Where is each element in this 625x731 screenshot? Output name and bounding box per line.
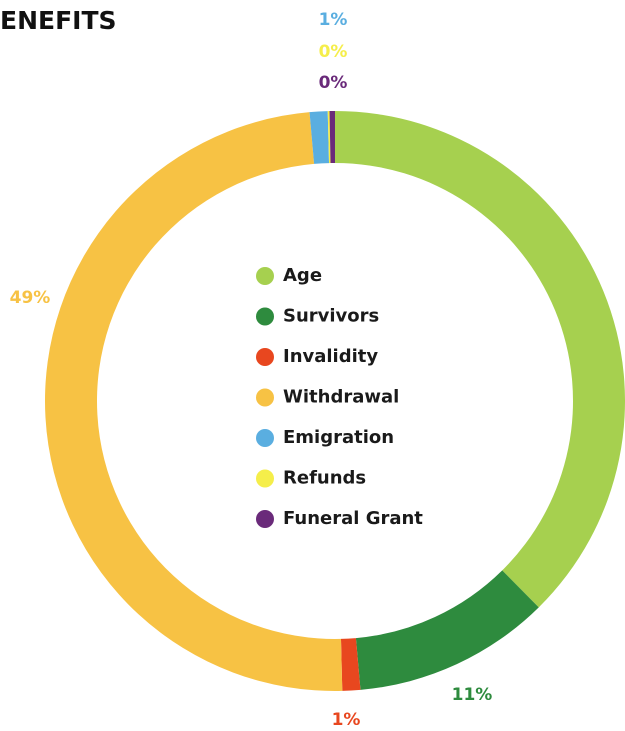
legend-swatch: [256, 510, 274, 528]
legend-label: Survivors: [283, 306, 379, 327]
value-label: 0%: [319, 73, 348, 93]
legend-label: Invalidity: [283, 346, 378, 367]
value-label: 1%: [319, 10, 348, 30]
legend-swatch: [256, 469, 274, 488]
legend-swatch: [256, 348, 274, 366]
donut-slice: [335, 111, 625, 608]
chart-title: ENEFITS: [0, 6, 117, 35]
value-label: 1%: [332, 710, 361, 730]
donut-slice: [45, 112, 343, 691]
value-label: 0%: [319, 42, 348, 62]
legend-swatch: [256, 388, 274, 407]
legend-label: Emigration: [283, 427, 394, 448]
legend-swatch: [256, 307, 274, 326]
donut-slice: [309, 111, 330, 164]
donut-slice: [329, 111, 335, 164]
legend-swatch: [256, 267, 274, 285]
donut-slice: [340, 638, 361, 691]
legend-swatch: [256, 429, 274, 447]
value-label: 49%: [10, 288, 51, 308]
legend-label: Funeral Grant: [283, 508, 423, 529]
donut-slice: [327, 111, 331, 164]
value-label: 11%: [452, 685, 493, 705]
legend-label: Refunds: [283, 468, 366, 489]
legend-label: Age: [283, 265, 322, 286]
legend-label: Withdrawal: [283, 387, 399, 408]
donut-slice: [355, 570, 539, 690]
